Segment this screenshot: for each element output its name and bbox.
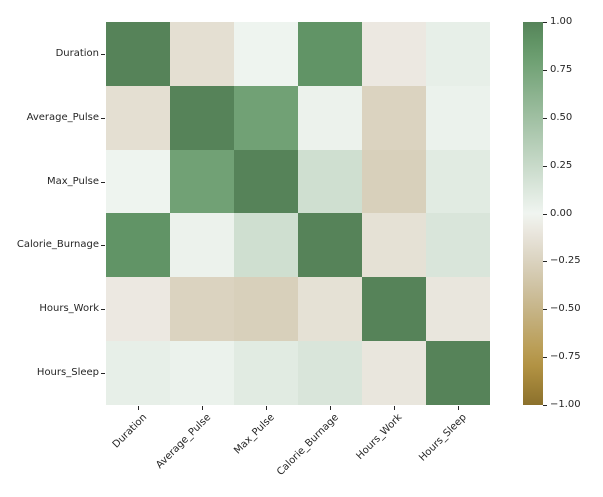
- heatmap-cell: [362, 341, 426, 405]
- x-tick-mark: [394, 406, 395, 410]
- heatmap-cell: [426, 149, 490, 214]
- x-tick-label: Average_Pulse: [153, 412, 213, 471]
- colorbar-tick-label: −0.25: [550, 255, 581, 267]
- heatmap-cell: [234, 277, 298, 342]
- colorbar-tick-label: 0.75: [550, 63, 573, 75]
- colorbar-tick-label: 0.50: [550, 111, 573, 123]
- heatmap-cell: [106, 22, 170, 86]
- heatmap: [106, 22, 490, 405]
- x-tick-label: Max_Pulse: [232, 412, 277, 457]
- heatmap-cell: [234, 85, 298, 150]
- colorbar-tick-mark: [543, 117, 547, 119]
- heatmap-cell: [170, 277, 234, 342]
- heatmap-cell: [426, 22, 490, 86]
- heatmap-cell: [426, 341, 490, 405]
- x-tick-mark: [330, 406, 331, 410]
- heatmap-cell: [234, 341, 298, 405]
- colorbar-tick-mark: [543, 165, 547, 167]
- y-tick-mark: [101, 181, 105, 183]
- heatmap-cell: [170, 85, 234, 150]
- heatmap-cell: [362, 213, 426, 278]
- heatmap-cell: [298, 277, 362, 342]
- heatmap-cell: [106, 341, 170, 405]
- x-tick-mark: [202, 406, 203, 410]
- colorbar-tick-label: −0.50: [550, 303, 581, 315]
- colorbar-tick-mark: [543, 309, 547, 311]
- y-tick-label: Hours_Work: [39, 303, 99, 315]
- heatmap-cell: [362, 149, 426, 214]
- heatmap-cell: [298, 213, 362, 278]
- y-tick-mark: [101, 117, 105, 119]
- colorbar-tick-label: 0.25: [550, 159, 573, 171]
- x-tick-mark: [266, 406, 267, 410]
- colorbar-tick-label: 1.00: [550, 16, 573, 27]
- heatmap-cell: [362, 22, 426, 86]
- x-tick-label: Hours_Work: [354, 412, 405, 462]
- y-tick-label: Max_Pulse: [46, 175, 99, 187]
- y-tick-label: Hours_Sleep: [36, 367, 99, 379]
- x-tick-label: Hours_Sleep: [417, 412, 469, 464]
- heatmap-cell: [106, 277, 170, 342]
- heatmap-cell: [170, 149, 234, 214]
- x-tick-mark: [458, 406, 459, 410]
- colorbar-tick-label: −1.00: [550, 399, 581, 410]
- heatmap-cell: [362, 277, 426, 342]
- heatmap-cell: [234, 213, 298, 278]
- colorbar: [523, 22, 543, 405]
- heatmap-cell: [170, 22, 234, 86]
- x-tick-label: Duration: [110, 412, 149, 451]
- heatmap-cell: [106, 85, 170, 150]
- y-tick-mark: [101, 245, 105, 247]
- heatmap-cell: [234, 149, 298, 214]
- heatmap-cell: [426, 85, 490, 150]
- colorbar-tick-label: −0.75: [550, 351, 581, 363]
- colorbar-tick-mark: [543, 405, 547, 406]
- y-tick-label: Calorie_Burnage: [16, 239, 99, 251]
- x-tick-label: Calorie_Burnage: [274, 412, 341, 478]
- colorbar-tick-mark: [543, 22, 547, 23]
- colorbar-tick-mark: [543, 69, 547, 71]
- heatmap-cell: [298, 149, 362, 214]
- heatmap-cell: [170, 341, 234, 405]
- colorbar-tick-label: 0.00: [550, 207, 573, 219]
- colorbar-tick-mark: [543, 357, 547, 359]
- heatmap-cell: [170, 213, 234, 278]
- y-tick-mark: [101, 53, 105, 55]
- heatmap-cell: [234, 22, 298, 86]
- heatmap-cell: [298, 341, 362, 405]
- y-tick-mark: [101, 373, 105, 375]
- colorbar-tick-mark: [543, 261, 547, 263]
- colorbar-tick-mark: [543, 213, 547, 215]
- heatmap-cell: [426, 213, 490, 278]
- heatmap-cell: [298, 85, 362, 150]
- heatmap-cell: [362, 85, 426, 150]
- y-tick-mark: [101, 309, 105, 311]
- heatmap-cell: [426, 277, 490, 342]
- heatmap-cell: [106, 149, 170, 214]
- y-tick-label: Duration: [55, 47, 99, 59]
- heatmap-cell: [106, 213, 170, 278]
- x-tick-mark: [138, 406, 139, 410]
- y-tick-label: Average_Pulse: [26, 111, 99, 123]
- heatmap-cell: [298, 22, 362, 86]
